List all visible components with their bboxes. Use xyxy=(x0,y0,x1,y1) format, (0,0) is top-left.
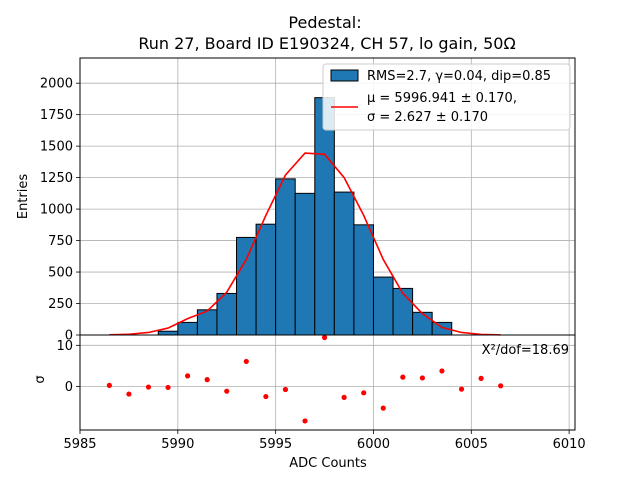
histogram-bar xyxy=(236,236,257,336)
histogram-bar xyxy=(392,287,414,336)
residual-point xyxy=(478,375,484,381)
top-y-tick-label: 1000 xyxy=(40,203,73,218)
histogram-bar xyxy=(275,178,296,336)
legend-fit-sigma: σ = 2.627 ± 0.170 xyxy=(367,110,488,125)
residual-y-tick-label: 0 xyxy=(65,380,73,395)
top-y-tick-label: 500 xyxy=(48,266,73,281)
histogram-bar xyxy=(333,191,355,336)
gaussian-fit-line xyxy=(109,152,501,336)
chi2-annotation: X²/dof=18.69 xyxy=(482,343,569,358)
histogram-bar xyxy=(157,330,179,336)
residual-point xyxy=(321,334,328,341)
residual-point xyxy=(400,374,406,380)
top-y-tick-label: 1250 xyxy=(40,171,73,186)
residual-panel-grid xyxy=(79,335,575,430)
x-tick-label: 5990 xyxy=(161,437,194,452)
histogram-bar xyxy=(412,311,433,336)
residual-point xyxy=(263,393,269,400)
histogram-bar xyxy=(255,223,277,336)
residual-panel-frame xyxy=(79,334,576,431)
residual-point xyxy=(165,384,171,391)
residual-point xyxy=(224,388,230,394)
histogram-bar xyxy=(372,276,394,336)
residual-point xyxy=(458,386,465,392)
top-y-tick-label: 1500 xyxy=(40,140,73,155)
residual-point xyxy=(145,384,152,390)
x-axis-ticks: 5985 5990 5995 6000 6005 6010 xyxy=(63,430,586,452)
residual-point xyxy=(341,394,347,400)
top-y-tick-label: 2000 xyxy=(40,77,73,92)
histogram-bar xyxy=(314,97,335,336)
top-y-axis-ticks: 0 250 500 750 1000 1250 1500 1750 2000 xyxy=(40,77,80,344)
x-tick-label: 6010 xyxy=(553,437,586,452)
residual-y-axis-ticks: 0 10 xyxy=(56,339,80,395)
residual-point xyxy=(380,405,386,411)
top-y-tick-label: 750 xyxy=(48,234,73,249)
top-y-axis-label: Entries xyxy=(16,174,31,220)
top-y-tick-label: 0 xyxy=(65,329,73,344)
residual-point xyxy=(243,358,249,365)
residual-points xyxy=(106,334,504,424)
histogram-bar xyxy=(294,192,316,336)
x-tick-label: 5985 xyxy=(63,437,96,452)
histogram-bar xyxy=(353,224,374,336)
legend-fit-mu: μ = 5996.941 ± 0.170, xyxy=(367,91,517,106)
residual-y-axis-label: σ xyxy=(33,375,48,383)
x-tick-label: 5995 xyxy=(259,437,292,452)
residual-point xyxy=(185,373,191,379)
residual-point xyxy=(126,391,132,397)
residual-point xyxy=(439,368,445,374)
residual-y-tick-label: 10 xyxy=(56,339,73,354)
residual-point xyxy=(282,386,289,393)
legend-frame xyxy=(322,63,571,131)
x-tick-label: 6000 xyxy=(357,437,390,452)
residual-point xyxy=(361,390,367,396)
legend-histogram-swatch xyxy=(330,69,359,82)
residual-point xyxy=(106,382,112,388)
top-y-tick-label: 1750 xyxy=(40,108,73,123)
chart-title-line1: Pedestal: xyxy=(288,13,361,32)
histogram-bar xyxy=(177,321,198,336)
legend: RMS=2.7, γ=0.04, dip=0.85 μ = 5996.941 ±… xyxy=(322,63,571,131)
top-y-tick-label: 250 xyxy=(48,297,73,312)
legend-histogram-label: RMS=2.7, γ=0.04, dip=0.85 xyxy=(367,69,551,84)
residual-point xyxy=(498,383,504,389)
x-axis-label: ADC Counts xyxy=(289,456,367,471)
x-tick-label: 6005 xyxy=(455,437,488,452)
residual-point xyxy=(302,418,308,424)
residual-point xyxy=(204,377,210,383)
chart-title-line2: Run 27, Board ID E190324, CH 57, lo gain… xyxy=(138,34,515,53)
histogram-bars xyxy=(157,97,453,336)
residual-point xyxy=(419,375,425,381)
